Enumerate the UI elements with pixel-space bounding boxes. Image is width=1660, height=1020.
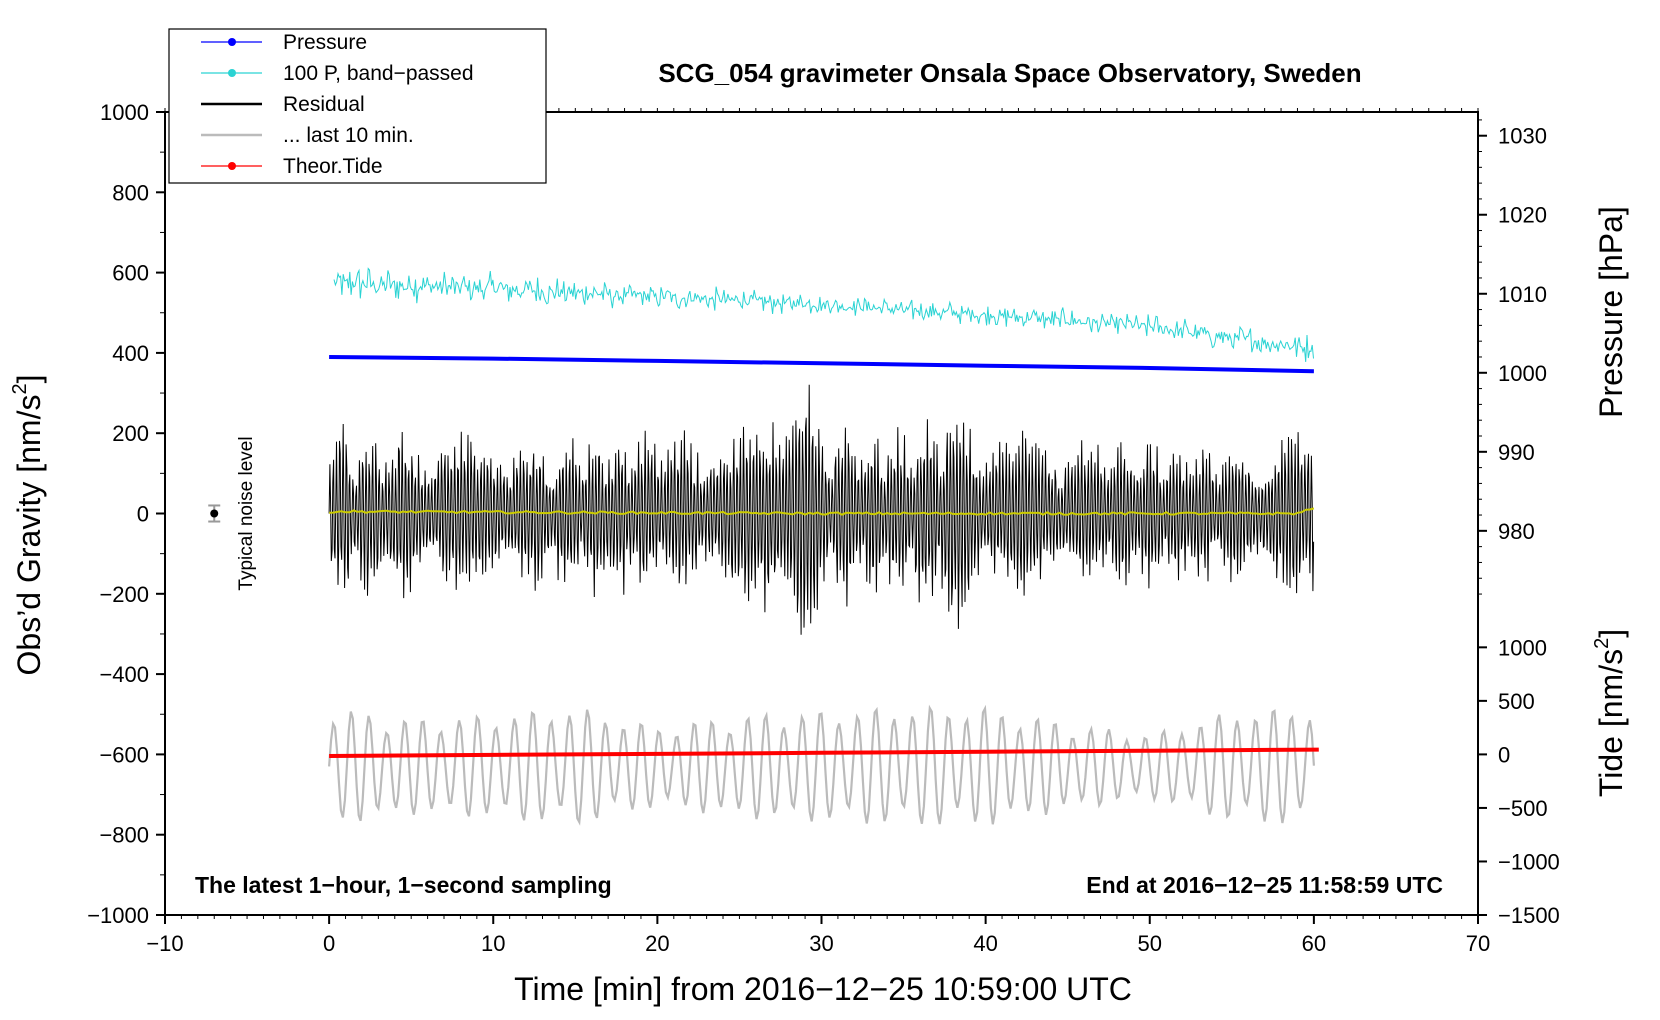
pressure-tick-label: 1010 bbox=[1498, 282, 1547, 307]
pressure-tick-label: 1020 bbox=[1498, 203, 1547, 228]
x-tick-label: 60 bbox=[1302, 931, 1326, 956]
noise-point bbox=[210, 509, 219, 518]
y-tick-label: 200 bbox=[112, 421, 149, 446]
x-axis-title: Time [min] from 2016−12−25 10:59:00 UTC bbox=[514, 971, 1132, 1007]
pressure-tick-label: 990 bbox=[1498, 440, 1535, 465]
series-last-10-min bbox=[328, 704, 1315, 826]
pressure-tick-label: 1030 bbox=[1498, 124, 1547, 149]
pressure-axis-title: Pressure [hPa] bbox=[1593, 206, 1629, 418]
tide-tick-label: −1500 bbox=[1498, 903, 1560, 928]
series-theoretical-tide bbox=[329, 747, 1319, 758]
series-residual bbox=[328, 384, 1315, 635]
y-axis-title-text: Obs’d Gravity [nm/s bbox=[11, 395, 47, 676]
y-axis-title-sup: 2 bbox=[9, 383, 31, 394]
y-axis-title: Obs’d Gravity [nm/s2] bbox=[9, 375, 47, 676]
y-tick-label: 800 bbox=[112, 180, 149, 205]
legend-marker bbox=[228, 162, 236, 170]
legend-label: Theor.Tide bbox=[283, 155, 383, 178]
tide-axis-title-sup: 2 bbox=[1591, 638, 1613, 649]
chart-traces bbox=[328, 267, 1319, 826]
tide-tick-label: 1000 bbox=[1498, 635, 1547, 660]
x-tick-label: 40 bbox=[973, 931, 997, 956]
tide-tick-label: −1000 bbox=[1498, 849, 1560, 874]
legend-box bbox=[168, 28, 547, 184]
y-tick-label: 600 bbox=[112, 261, 149, 286]
tide-tick-label: 500 bbox=[1498, 689, 1535, 714]
tide-axis-title-close: ] bbox=[1593, 629, 1629, 638]
legend-label: ... last 10 min. bbox=[283, 124, 414, 147]
x-tick-label: 70 bbox=[1466, 931, 1490, 956]
chart-title: SCG_054 gravimeter Onsala Space Observat… bbox=[658, 58, 1361, 88]
noise-label: Typical noise level bbox=[236, 436, 257, 590]
end-time-note: End at 2016−12−25 11:58:59 UTC bbox=[1086, 872, 1443, 898]
series-band-passed-pressure bbox=[333, 267, 1314, 362]
legend-label: Pressure bbox=[283, 31, 367, 54]
legend-marker bbox=[228, 38, 236, 46]
x-tick-label: 30 bbox=[809, 931, 833, 956]
legend-label: Residual bbox=[283, 93, 365, 116]
axis-ticks: −10 0 10 20 30 40 50 60 70−1000−800−600−400−2000… bbox=[87, 100, 1560, 956]
y-tick-label: −800 bbox=[99, 823, 149, 848]
x-tick-label: −10 bbox=[146, 931, 183, 956]
y-tick-label: −200 bbox=[99, 582, 149, 607]
legend: Pressure 100 P, band−passed Residual ... la… bbox=[168, 28, 547, 184]
x-tick-label: 0 bbox=[323, 931, 335, 956]
tide-axis-title-text: Tide [nm/s bbox=[1593, 649, 1629, 797]
y-tick-label: 1000 bbox=[100, 100, 149, 125]
y-tick-label: 0 bbox=[137, 502, 149, 527]
sampling-note: The latest 1−hour, 1−second sampling bbox=[195, 872, 612, 898]
x-tick-label: 10 bbox=[481, 931, 505, 956]
pressure-tick-label: 1000 bbox=[1498, 361, 1547, 386]
x-tick-label: 50 bbox=[1138, 931, 1162, 956]
legend-label: 100 P, band−passed bbox=[283, 62, 474, 85]
pressure-tick-label: 980 bbox=[1498, 519, 1535, 544]
y-tick-label: −1000 bbox=[87, 903, 149, 928]
legend-marker bbox=[228, 69, 236, 77]
y-axis-title-close: ] bbox=[11, 375, 47, 384]
y-tick-label: −400 bbox=[99, 662, 149, 687]
tide-tick-label: −500 bbox=[1498, 796, 1548, 821]
series-pressure bbox=[329, 355, 1314, 374]
series-running-mean bbox=[329, 507, 1315, 516]
tide-axis-title: Tide [nm/s2] bbox=[1591, 629, 1629, 797]
x-tick-label: 20 bbox=[645, 931, 669, 956]
tide-tick-label: 0 bbox=[1498, 742, 1510, 767]
noise-level-marker: Typical noise level bbox=[208, 436, 257, 591]
y-tick-label: −600 bbox=[99, 742, 149, 767]
y-tick-label: 400 bbox=[112, 341, 149, 366]
